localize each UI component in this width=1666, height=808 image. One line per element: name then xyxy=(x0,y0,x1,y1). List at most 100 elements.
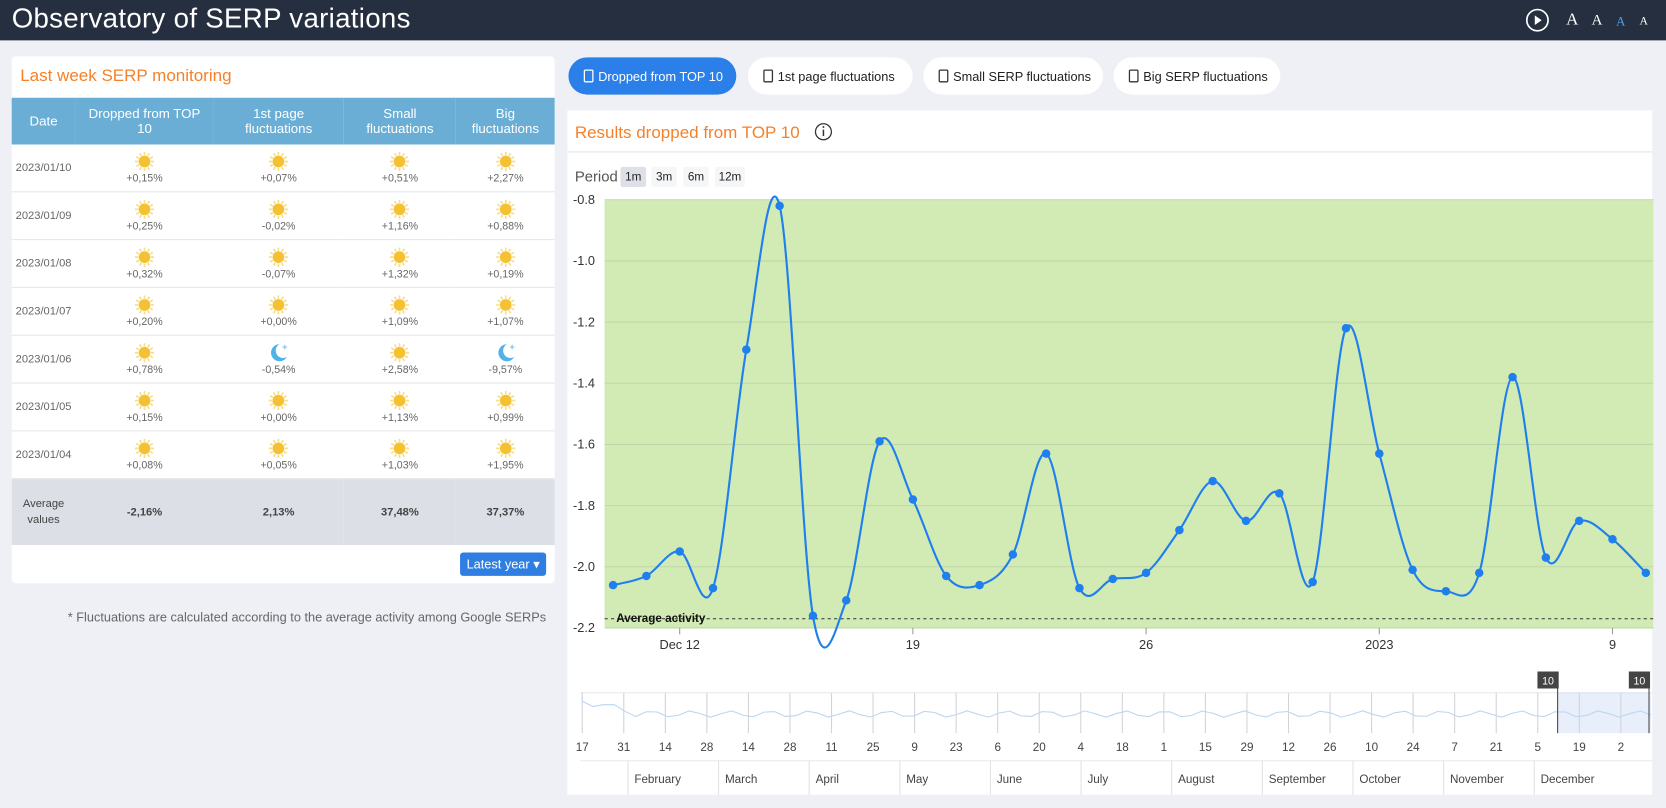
point xyxy=(1474,568,1484,578)
sun-ray xyxy=(269,307,274,311)
sun-ray xyxy=(404,347,409,351)
font-size-button[interactable]: A xyxy=(1566,10,1579,29)
month-label: September xyxy=(1269,773,1326,786)
point xyxy=(675,547,684,556)
sun-icon xyxy=(134,199,155,219)
sun-ray xyxy=(394,453,398,458)
point xyxy=(842,596,851,605)
sun-ray xyxy=(404,442,409,446)
sun-ray xyxy=(499,262,503,266)
sun-ray xyxy=(507,405,511,410)
sun-ray xyxy=(394,405,398,410)
period-dropdown[interactable]: Latest year ▾ xyxy=(460,552,547,576)
period-button[interactable] xyxy=(683,166,709,187)
period-button[interactable] xyxy=(651,166,677,187)
tab[interactable] xyxy=(568,57,737,95)
sun-ray xyxy=(146,344,151,348)
cell-value: +0,00% xyxy=(260,412,297,424)
sun-ray xyxy=(149,251,154,255)
sun-ray xyxy=(273,262,277,266)
header-title: Observatory of SERP variations xyxy=(11,2,411,34)
font-size-button[interactable]: A xyxy=(1639,14,1648,28)
sun-core xyxy=(138,203,151,216)
font-size-button[interactable]: A xyxy=(1591,12,1603,29)
navigator-handle[interactable] xyxy=(1537,671,1559,689)
table-row: 2023/01/09 +0,25% -0,02% +1,16% +0,88% xyxy=(11,191,555,241)
play-button[interactable] xyxy=(1525,7,1551,33)
navigator-handle-label: 10 xyxy=(1542,675,1554,687)
sun-ray xyxy=(402,439,406,444)
sun-ray xyxy=(507,453,511,458)
sun-ray xyxy=(496,259,501,263)
point xyxy=(775,201,784,211)
point xyxy=(642,571,651,581)
point xyxy=(875,437,884,446)
sun-icon xyxy=(390,343,410,363)
cell-value: +1,03% xyxy=(381,460,419,472)
navigator-tick-label: 14 xyxy=(659,741,672,754)
navigator-tick-label: 23 xyxy=(950,741,963,754)
navigator-handle[interactable] xyxy=(1628,671,1651,689)
date-cell: 2023/01/07 xyxy=(11,287,76,336)
point xyxy=(1175,525,1184,535)
sun-core xyxy=(394,251,406,263)
sun-ray xyxy=(269,203,274,207)
sun-ray xyxy=(499,453,503,458)
period-button[interactable] xyxy=(620,166,647,187)
sun-ray xyxy=(283,403,288,407)
sun-ray xyxy=(281,439,285,444)
value-cell: +2,58% xyxy=(343,335,457,384)
sun-ray xyxy=(281,214,285,219)
sun-ray xyxy=(499,405,503,410)
value-cell: +0,05% xyxy=(213,430,344,480)
value-cell: -0,02% xyxy=(213,191,344,241)
sun-ray xyxy=(391,155,395,160)
sun-core xyxy=(394,155,406,168)
sun-core xyxy=(394,299,406,311)
sun-icon xyxy=(134,151,155,172)
sun-ray xyxy=(496,442,501,446)
sun-ray xyxy=(281,152,285,157)
tab[interactable] xyxy=(748,57,913,95)
sun-ray xyxy=(391,395,395,399)
sun-ray xyxy=(283,307,288,311)
point xyxy=(1574,516,1584,526)
sun-ray xyxy=(499,310,503,314)
sun-ray xyxy=(510,211,515,215)
sun-ray xyxy=(496,307,501,311)
sun-ray xyxy=(404,155,409,160)
sun-ray xyxy=(149,155,154,160)
tab[interactable] xyxy=(1113,57,1281,95)
tab-icon xyxy=(583,69,594,83)
sun-ray xyxy=(496,163,501,168)
sun-ray xyxy=(135,259,140,263)
value-cell: +0,08% xyxy=(75,430,214,480)
column-header: Small fluctuations xyxy=(343,97,457,145)
period-button[interactable] xyxy=(715,166,745,187)
point xyxy=(742,345,751,354)
sun-ray xyxy=(273,405,277,410)
value-cell: +1,09% xyxy=(343,287,457,336)
point xyxy=(708,583,718,593)
x-tick-label: 19 xyxy=(906,637,920,652)
font-size-button[interactable]: A xyxy=(1616,13,1626,29)
tab[interactable] xyxy=(923,57,1103,95)
sun-ray xyxy=(281,296,285,300)
cell-value: +2,58% xyxy=(381,364,419,377)
sun-ray xyxy=(404,259,409,263)
sun-ray xyxy=(510,203,515,207)
sun-ray xyxy=(283,395,288,399)
moon-icon xyxy=(271,344,289,362)
sun-ray xyxy=(281,262,285,266)
sun-ray xyxy=(135,450,140,454)
sun-ray xyxy=(138,262,143,266)
sun-ray xyxy=(499,248,503,253)
point xyxy=(975,580,984,590)
month-label: May xyxy=(906,773,928,786)
sun-core xyxy=(272,155,285,168)
cell-value: -9,57% xyxy=(488,364,523,377)
sun-icon xyxy=(269,391,289,411)
point xyxy=(1541,553,1551,562)
sun-ray xyxy=(283,211,288,215)
sun-core xyxy=(499,394,512,407)
